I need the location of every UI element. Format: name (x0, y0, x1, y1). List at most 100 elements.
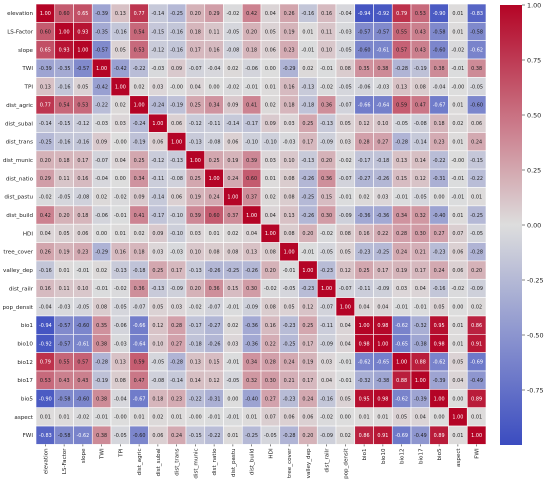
cell-value-label: -0.02 (320, 84, 333, 90)
cell-value-label: 0.05 (452, 360, 463, 366)
cell-value-label: 1.00 (377, 341, 388, 347)
cell-value-label: 0.24 (284, 360, 295, 366)
cell-value-label: 0.08 (265, 305, 276, 311)
cell-value-label: 0.05 (434, 305, 445, 311)
cell-value-label: 0.93 (59, 48, 70, 54)
cell-value-label: 1.00 (396, 360, 407, 366)
cell-value-label: -0.36 (377, 213, 390, 219)
cell-value-label: -0.01 (227, 360, 240, 366)
cell-value-label: -0.09 (245, 305, 258, 311)
cell-value-label: 0.98 (359, 341, 370, 347)
cell-value-label: -0.05 (320, 250, 333, 256)
cell-value-label: -0.57 (58, 341, 71, 347)
cell-value-label: -0.12 (152, 48, 165, 54)
cell-value-label: 0.02 (96, 194, 107, 200)
cell-value-label: 0.19 (302, 360, 313, 366)
cell-value-label: -0.01 (452, 66, 465, 72)
cell-value-label: 0.16 (265, 323, 276, 329)
cell-value-label: 1.00 (209, 176, 220, 182)
cell-value-label: -0.42 (95, 84, 108, 90)
cell-value-label: 1.00 (227, 194, 238, 200)
cell-value-label: -0.10 (170, 231, 183, 237)
cell-value-label: -0.05 (339, 84, 352, 90)
cell-value-label: 0.38 (96, 341, 107, 347)
cell-value-label: -0.16 (320, 396, 333, 402)
cell-value-label: 0.03 (190, 231, 201, 237)
cell-value-label: -0.17 (245, 121, 258, 127)
cell-value-label: 0.65 (40, 48, 51, 54)
cell-value-label: 0.29 (209, 11, 220, 17)
column-label-valley-dep: valley_dep (306, 448, 312, 478)
cell-value-label: 0.01 (452, 11, 463, 17)
cell-value-label: 0.18 (246, 48, 257, 54)
cell-value-label: 0.06 (171, 194, 182, 200)
cell-value-label: 0.01 (452, 103, 463, 109)
cell-value-label: 0.43 (415, 48, 426, 54)
cell-value-label: 0.95 (359, 396, 370, 402)
cell-value-label: 0.09 (152, 231, 163, 237)
cell-value-label: 0.08 (284, 231, 295, 237)
cell-value-label: -0.57 (77, 66, 90, 72)
cell-value-label: -0.04 (95, 176, 108, 182)
row-label-hdi: HDI (23, 231, 34, 237)
cell-value-label: 0.02 (134, 84, 145, 90)
cell-value-label: -0.13 (320, 121, 333, 127)
cell-value-label: -0.60 (133, 433, 146, 439)
cell-value-label: -0.66 (358, 103, 371, 109)
cell-value-label: 0.88 (396, 378, 407, 384)
cell-value-label: -0.13 (189, 268, 202, 274)
cell-value-label: 0.17 (302, 378, 313, 384)
cell-value-label: -0.05 (227, 29, 240, 35)
cell-value-label: 0.10 (190, 250, 201, 256)
cell-value-label: -0.01 (283, 268, 296, 274)
cell-value-label: -0.13 (152, 286, 165, 292)
cell-value-label: 0.19 (227, 158, 238, 164)
cell-value-label: -0.29 (95, 250, 108, 256)
cell-value-label: 0.01 (40, 415, 51, 421)
cell-value-label: -0.35 (58, 66, 71, 72)
cell-value-label: 0.01 (171, 415, 182, 421)
column-label-dist-railr: dist_railr (325, 448, 331, 473)
cell-value-label: -0.26 (208, 341, 221, 347)
cell-value-label: 0.06 (452, 250, 463, 256)
cell-value-label: 0.98 (377, 323, 388, 329)
cell-value-label: -0.58 (433, 29, 446, 35)
column-label-bio17: bio17 (418, 448, 424, 464)
row-label-pop-densit: pop_densit (2, 305, 33, 311)
row-label-ls-factor: LS-Factor (7, 30, 34, 36)
cell-value-label: 0.01 (134, 415, 145, 421)
cell-value-label: -0.07 (339, 103, 352, 109)
cell-value-label: 0.13 (190, 360, 201, 366)
cell-value-label: 0.10 (152, 341, 163, 347)
cell-value-label: 0.79 (396, 11, 407, 17)
cell-value-label: 1.00 (115, 84, 126, 90)
cell-value-label: 0.01 (59, 268, 70, 274)
cell-value-label: -0.23 (320, 268, 333, 274)
cell-value-label: 0.01 (359, 415, 370, 421)
cell-value-label: 0.86 (471, 323, 482, 329)
cell-value-label: -0.16 (170, 48, 183, 54)
cell-value-label: -0.02 (114, 194, 127, 200)
cell-value-label: 1.00 (452, 415, 463, 421)
cell-value-label: -0.22 (470, 176, 483, 182)
cell-value-label: 1.00 (134, 103, 145, 109)
cell-value-label: -0.17 (189, 323, 202, 329)
cell-value-label: 0.08 (96, 305, 107, 311)
column-label-pop-densit: pop_densit (343, 448, 349, 479)
cell-value-label: -0.05 (470, 84, 483, 90)
colorbar-tick-label: 0.50 (527, 111, 541, 119)
cell-value-label: -0.39 (433, 378, 446, 384)
cell-value-label: -0.16 (77, 139, 90, 145)
cell-value-label: -0.14 (152, 194, 165, 200)
cell-value-label: 0.08 (284, 176, 295, 182)
cell-value-label: 0.09 (96, 139, 107, 145)
cell-value-label: 0.10 (284, 158, 295, 164)
cell-value-label: 0.04 (246, 231, 257, 237)
cell-value-label: 0.05 (340, 121, 351, 127)
cell-value-label: 0.57 (396, 48, 407, 54)
cell-value-label: 0.02 (302, 66, 313, 72)
colorbar-tick-label: -0.50 (527, 331, 544, 339)
cell-value-label: -0.22 (433, 158, 446, 164)
cell-value-label: -0.07 (133, 305, 146, 311)
cell-value-label: -0.08 (208, 139, 221, 145)
